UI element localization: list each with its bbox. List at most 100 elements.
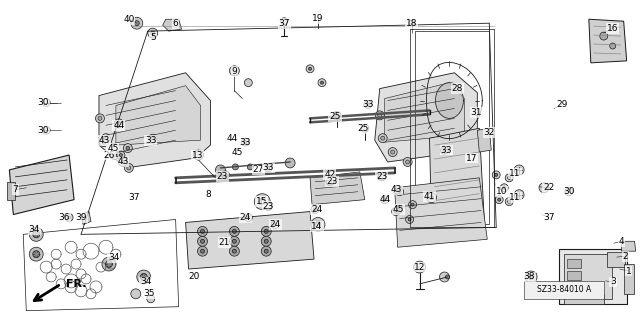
Circle shape <box>408 20 415 26</box>
Circle shape <box>495 196 503 204</box>
Circle shape <box>500 184 508 192</box>
Circle shape <box>378 134 387 143</box>
Circle shape <box>443 149 446 152</box>
Text: 17: 17 <box>465 153 477 162</box>
Circle shape <box>498 198 500 201</box>
Circle shape <box>241 138 250 146</box>
Polygon shape <box>116 85 200 145</box>
Circle shape <box>124 163 133 172</box>
Circle shape <box>388 148 397 157</box>
Circle shape <box>115 119 124 128</box>
Circle shape <box>514 165 524 175</box>
Bar <box>623 264 634 294</box>
Circle shape <box>610 43 616 49</box>
Polygon shape <box>163 19 182 31</box>
Circle shape <box>221 171 229 179</box>
Text: 39: 39 <box>76 213 87 222</box>
Circle shape <box>131 17 143 29</box>
Circle shape <box>406 160 410 164</box>
Circle shape <box>315 221 321 227</box>
Circle shape <box>413 261 426 273</box>
Circle shape <box>398 190 401 193</box>
Polygon shape <box>429 128 484 227</box>
Text: 24: 24 <box>269 220 281 229</box>
Circle shape <box>151 137 154 140</box>
Text: 27: 27 <box>253 166 264 174</box>
Text: 11: 11 <box>509 193 521 202</box>
Circle shape <box>375 111 384 120</box>
Polygon shape <box>375 73 477 162</box>
Bar <box>607 252 625 267</box>
Circle shape <box>244 79 252 87</box>
Circle shape <box>508 200 511 203</box>
Text: 13: 13 <box>192 151 204 160</box>
Circle shape <box>514 190 524 200</box>
Circle shape <box>395 188 398 191</box>
Circle shape <box>271 220 279 228</box>
Bar <box>567 271 581 280</box>
Circle shape <box>33 231 40 238</box>
Circle shape <box>426 193 436 203</box>
Text: 37: 37 <box>543 213 555 222</box>
Text: 23: 23 <box>326 177 338 186</box>
Text: 32: 32 <box>484 128 495 137</box>
Circle shape <box>98 116 102 120</box>
Text: 24: 24 <box>240 213 251 222</box>
Text: 35: 35 <box>143 289 154 298</box>
Text: 37: 37 <box>278 19 290 28</box>
Circle shape <box>393 186 401 194</box>
Text: 6: 6 <box>173 19 179 28</box>
Text: 33: 33 <box>262 163 274 173</box>
Polygon shape <box>435 83 463 118</box>
Circle shape <box>261 246 271 256</box>
Circle shape <box>411 203 414 206</box>
Polygon shape <box>99 73 211 168</box>
Circle shape <box>492 171 500 179</box>
Text: 40: 40 <box>123 15 134 24</box>
Circle shape <box>229 236 239 246</box>
Circle shape <box>364 100 372 108</box>
Circle shape <box>232 239 236 243</box>
Text: 23: 23 <box>217 172 228 181</box>
Polygon shape <box>621 241 636 251</box>
Circle shape <box>120 153 122 157</box>
Circle shape <box>261 236 271 246</box>
Text: 14: 14 <box>311 222 323 231</box>
Circle shape <box>232 164 238 170</box>
Bar <box>564 294 604 304</box>
Polygon shape <box>395 178 487 247</box>
Circle shape <box>140 273 147 280</box>
Text: 43: 43 <box>117 158 129 167</box>
Circle shape <box>529 274 534 279</box>
Text: 33: 33 <box>362 100 374 109</box>
Bar <box>564 254 612 299</box>
Text: 19: 19 <box>312 14 324 23</box>
Text: 24: 24 <box>312 205 323 214</box>
Circle shape <box>198 246 207 256</box>
Text: 9: 9 <box>232 67 237 76</box>
Bar <box>559 249 627 304</box>
Text: 8: 8 <box>205 190 211 199</box>
Circle shape <box>318 79 326 87</box>
Circle shape <box>200 239 205 243</box>
Circle shape <box>264 203 272 211</box>
Text: 44: 44 <box>227 134 238 143</box>
Circle shape <box>314 208 317 211</box>
Circle shape <box>232 229 236 234</box>
Circle shape <box>127 166 131 170</box>
Text: 7: 7 <box>12 185 18 194</box>
Circle shape <box>65 213 73 221</box>
Circle shape <box>406 216 413 223</box>
Text: SZ33-84010 A: SZ33-84010 A <box>537 286 591 294</box>
Text: 23: 23 <box>262 202 274 211</box>
Circle shape <box>383 198 386 201</box>
Circle shape <box>244 141 247 144</box>
Circle shape <box>117 122 121 125</box>
Circle shape <box>440 146 449 154</box>
Text: 22: 22 <box>543 183 555 192</box>
Circle shape <box>137 270 151 284</box>
Circle shape <box>264 239 268 243</box>
Text: 44: 44 <box>113 121 125 130</box>
Text: 26: 26 <box>103 151 115 160</box>
Text: 1: 1 <box>626 266 632 276</box>
